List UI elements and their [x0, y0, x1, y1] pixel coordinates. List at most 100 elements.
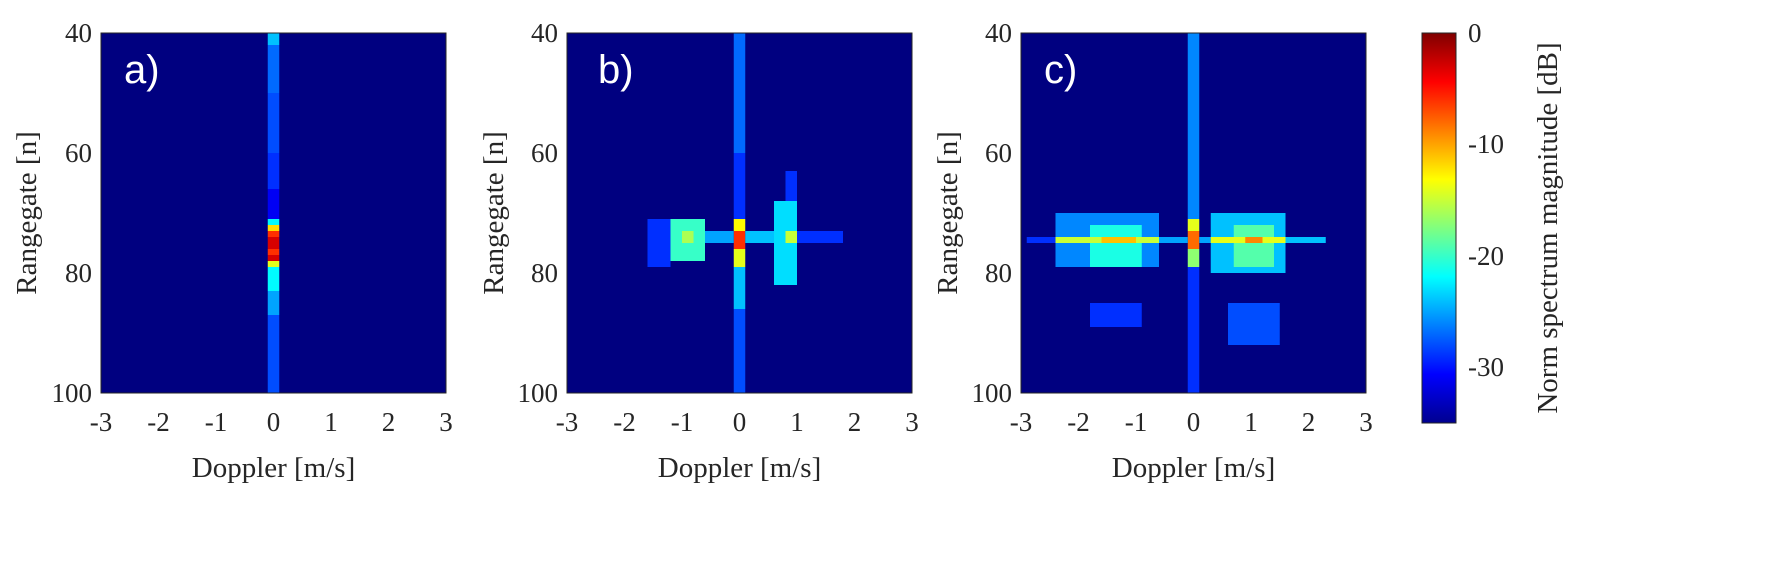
x-axis-label-a: Doppler [m/s]: [192, 452, 356, 484]
heatmap-cell: [1090, 303, 1142, 327]
heatmap-cell: [797, 231, 843, 243]
x-tick-label: 0: [733, 407, 747, 437]
x-tick-label: 3: [905, 407, 919, 437]
y-tick-label: 60: [531, 138, 558, 168]
heatmap-cell: [1187, 231, 1200, 249]
x-tick-label: 3: [439, 407, 453, 437]
heatmap-cell: [267, 153, 280, 189]
y-tick-label: 40: [531, 18, 558, 48]
colorbar-label: Norm spectrum magnitude [dB]: [1532, 42, 1564, 413]
heatmap-cell: [1187, 33, 1200, 219]
heatmap-cell: [785, 171, 797, 201]
x-tick-labels-a: -3 -2 -1 0 1 2 3: [90, 407, 453, 437]
x-tick-label: 0: [267, 407, 281, 437]
heatmap-cell: [267, 219, 280, 225]
heatmap-cell: [785, 231, 797, 243]
y-tick-label: 60: [65, 138, 92, 168]
heatmap-cell: [267, 249, 280, 255]
heatmap-cell: [1285, 237, 1326, 243]
colorbar-gradient: [1421, 32, 1457, 424]
y-tick-labels-a: 40 60 80 100: [52, 18, 93, 408]
heatmap-cell: [1090, 225, 1142, 267]
y-axis-label-a: Rangegate [n]: [11, 131, 43, 294]
x-tick-labels-c: -3 -2 -1 0 1 2 3: [1010, 407, 1373, 437]
heatmap-panel-b: b) 40 60 80 100 -3 -2 -1 0 1 2 3 Doppler…: [478, 18, 919, 484]
heatmap-cell: [1228, 303, 1280, 345]
y-axis-label-b: Rangegate [n]: [478, 131, 510, 294]
panel-label-c: c): [1044, 48, 1077, 92]
heatmap-cell: [733, 33, 746, 153]
panel-label-b: b): [598, 48, 634, 92]
x-tick-label: 3: [1359, 407, 1373, 437]
heatmap-cell: [682, 231, 694, 243]
x-tick-label: 2: [1302, 407, 1316, 437]
y-tick-labels-b: 40 60 80 100: [518, 18, 559, 408]
heatmap-cell: [267, 231, 280, 237]
heatmap-cell: [733, 153, 746, 219]
x-tick-label: 2: [382, 407, 396, 437]
colorbar-tick-label: -30: [1468, 352, 1504, 382]
heatmap-cell: [267, 45, 280, 93]
x-tick-label: 0: [1187, 407, 1201, 437]
heatmap-cell: [1159, 237, 1188, 243]
x-tick-label: 1: [324, 407, 338, 437]
heatmap-cell: [1199, 237, 1211, 243]
y-tick-label: 80: [65, 258, 92, 288]
heatmap-c-frame: [1020, 32, 1367, 394]
heatmap-cell: [733, 219, 746, 231]
heatmap-cell: [267, 315, 280, 393]
heatmap-cell: [267, 93, 280, 153]
colorbar-tick-label: 0: [1468, 18, 1482, 48]
heatmap-cell: [647, 219, 671, 267]
heatmap-panel-a: a) 40 60 80 100 -3 -2 -1 0 1 2 3 Doppler…: [11, 18, 453, 484]
heatmap-cell: [267, 33, 280, 45]
x-tick-label: 1: [790, 407, 804, 437]
x-tick-label: -1: [671, 407, 694, 437]
panel-label-a: a): [124, 48, 160, 92]
y-tick-label: 100: [518, 378, 559, 408]
colorbar: 0 -10 -20 -30 Norm spectrum magnitude [d…: [1421, 18, 1564, 424]
y-tick-label: 60: [985, 138, 1012, 168]
x-tick-label: -2: [147, 407, 170, 437]
x-tick-label: -1: [205, 407, 228, 437]
heatmap-cell: [745, 231, 774, 243]
heatmap-cell: [1026, 237, 1056, 243]
heatmap-cell: [1187, 267, 1200, 393]
y-tick-label: 40: [65, 18, 92, 48]
heatmap-cell: [267, 225, 280, 231]
heatmap-cell: [1101, 237, 1136, 243]
x-tick-label: -2: [613, 407, 636, 437]
x-axis-label-b: Doppler [m/s]: [658, 452, 822, 484]
x-tick-label: 2: [848, 407, 862, 437]
x-tick-label: -1: [1125, 407, 1148, 437]
heatmap-cell: [733, 249, 746, 267]
y-axis-label-c: Rangegate [n]: [932, 131, 964, 294]
heatmap-panel-c: c) 40 60 80 100 -3 -2 -1 0 1 2 3 Doppler…: [932, 18, 1373, 484]
heatmap-cell: [1187, 249, 1200, 267]
y-tick-label: 100: [972, 378, 1013, 408]
heatmap-cell: [267, 189, 280, 219]
x-tick-label: 1: [1244, 407, 1258, 437]
heatmap-cell: [733, 309, 746, 393]
y-tick-label: 80: [985, 258, 1012, 288]
x-axis-label-c: Doppler [m/s]: [1112, 452, 1276, 484]
heatmap-cell: [733, 267, 746, 309]
colorbar-tick-label: -10: [1468, 129, 1504, 159]
heatmap-cell: [1233, 225, 1274, 267]
heatmap-cell: [267, 291, 280, 315]
x-tick-label: -2: [1067, 407, 1090, 437]
heatmap-cell: [733, 231, 746, 249]
heatmap-cell: [705, 231, 734, 243]
heatmap-cell: [267, 255, 280, 261]
heatmap-cell: [267, 267, 280, 291]
heatmap-cell: [1245, 237, 1263, 243]
x-tick-label: -3: [1010, 407, 1033, 437]
heatmap-b-frame: [566, 32, 913, 394]
x-tick-label: -3: [556, 407, 579, 437]
heatmap-cell: [267, 261, 280, 267]
x-tick-labels-b: -3 -2 -1 0 1 2 3: [556, 407, 919, 437]
y-tick-label: 40: [985, 18, 1012, 48]
x-tick-label: -3: [90, 407, 113, 437]
y-tick-label: 100: [52, 378, 93, 408]
